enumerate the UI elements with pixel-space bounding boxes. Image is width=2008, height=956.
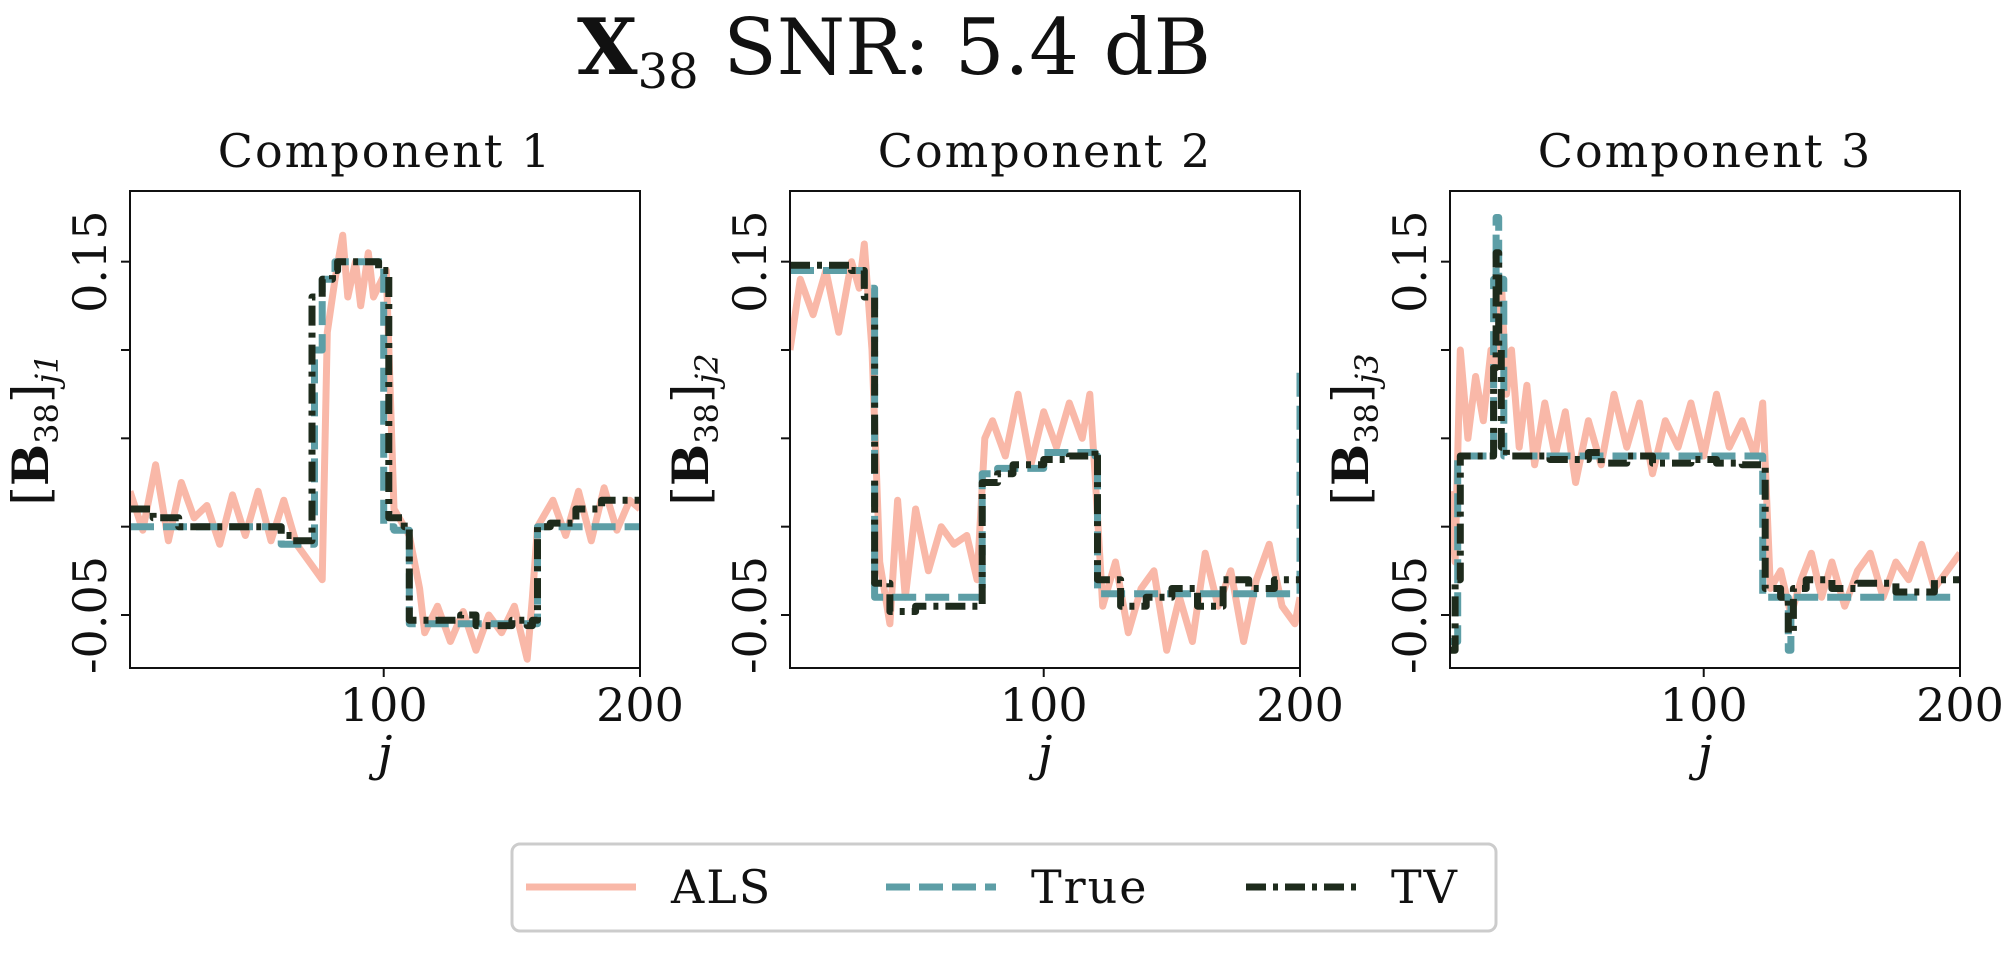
plot-lines — [1450, 214, 1960, 654]
axes-frame — [789, 190, 1301, 669]
axes-frame — [1449, 190, 1961, 669]
figure-title-text: SNR: 5.4 dB — [699, 3, 1211, 93]
panel-2: Component 2 100 200 -0.05 0.15 j [B38]j2 — [661, 124, 1344, 782]
series-tv-line — [790, 261, 1300, 615]
panel-title: Component 1 — [218, 124, 553, 178]
plot-lines — [130, 231, 640, 663]
x-tick-label: 100 — [1660, 678, 1748, 732]
x-axis-label: j — [1029, 726, 1053, 782]
x-tick-label: 200 — [1256, 678, 1344, 732]
x-tick-label: 100 — [1000, 678, 1088, 732]
y-tick-label: -0.05 — [1383, 556, 1437, 674]
y-tick-label: -0.05 — [63, 556, 117, 674]
figure-title: X38 SNR: 5.4 dB — [577, 2, 1211, 100]
y-axis-label: [B38]j1 — [1, 353, 66, 505]
x-tick-label: 200 — [596, 678, 684, 732]
y-tick-label: 0.15 — [723, 210, 777, 312]
series-als-line — [1450, 275, 1960, 619]
panel-1: Component 1 100 200 -0.05 0.15 j [B38]j1 — [1, 124, 684, 782]
panel-3: Component 3 100 200 -0.05 0.15 j [B38]j3 — [1321, 124, 2004, 782]
y-tick-label: 0.15 — [63, 210, 117, 312]
y-tick-label: 0.15 — [1383, 210, 1437, 312]
y-axis-label: [B38]j2 — [661, 353, 726, 505]
y-axis-label: [B38]j3 — [1321, 353, 1386, 505]
panel-title: Component 2 — [878, 124, 1213, 178]
legend-label-tv: TV — [1391, 860, 1459, 914]
series-tv-line — [1450, 249, 1960, 654]
x-tick-label: 100 — [340, 678, 428, 732]
legend: ALS True TV — [510, 842, 1498, 933]
panel-title: Component 3 — [1538, 124, 1873, 178]
series-tv-line — [130, 258, 640, 630]
axes-frame — [129, 190, 641, 669]
legend-label-true: True — [1031, 860, 1149, 914]
series-true-line — [130, 258, 640, 628]
legend-label-als: ALS — [670, 860, 772, 914]
x-axis-label: j — [1689, 726, 1713, 782]
plot-lines — [790, 240, 1300, 654]
legend-frame — [510, 842, 1498, 933]
series-als-line — [130, 231, 640, 663]
x-tick-label: 200 — [1916, 678, 2004, 732]
series-true-line — [1450, 214, 1960, 654]
figure-title-symbol: X — [577, 2, 638, 93]
x-axis-label: j — [369, 726, 393, 782]
figure-title-subscript: 38 — [638, 44, 699, 100]
y-tick-label: -0.05 — [723, 556, 777, 674]
